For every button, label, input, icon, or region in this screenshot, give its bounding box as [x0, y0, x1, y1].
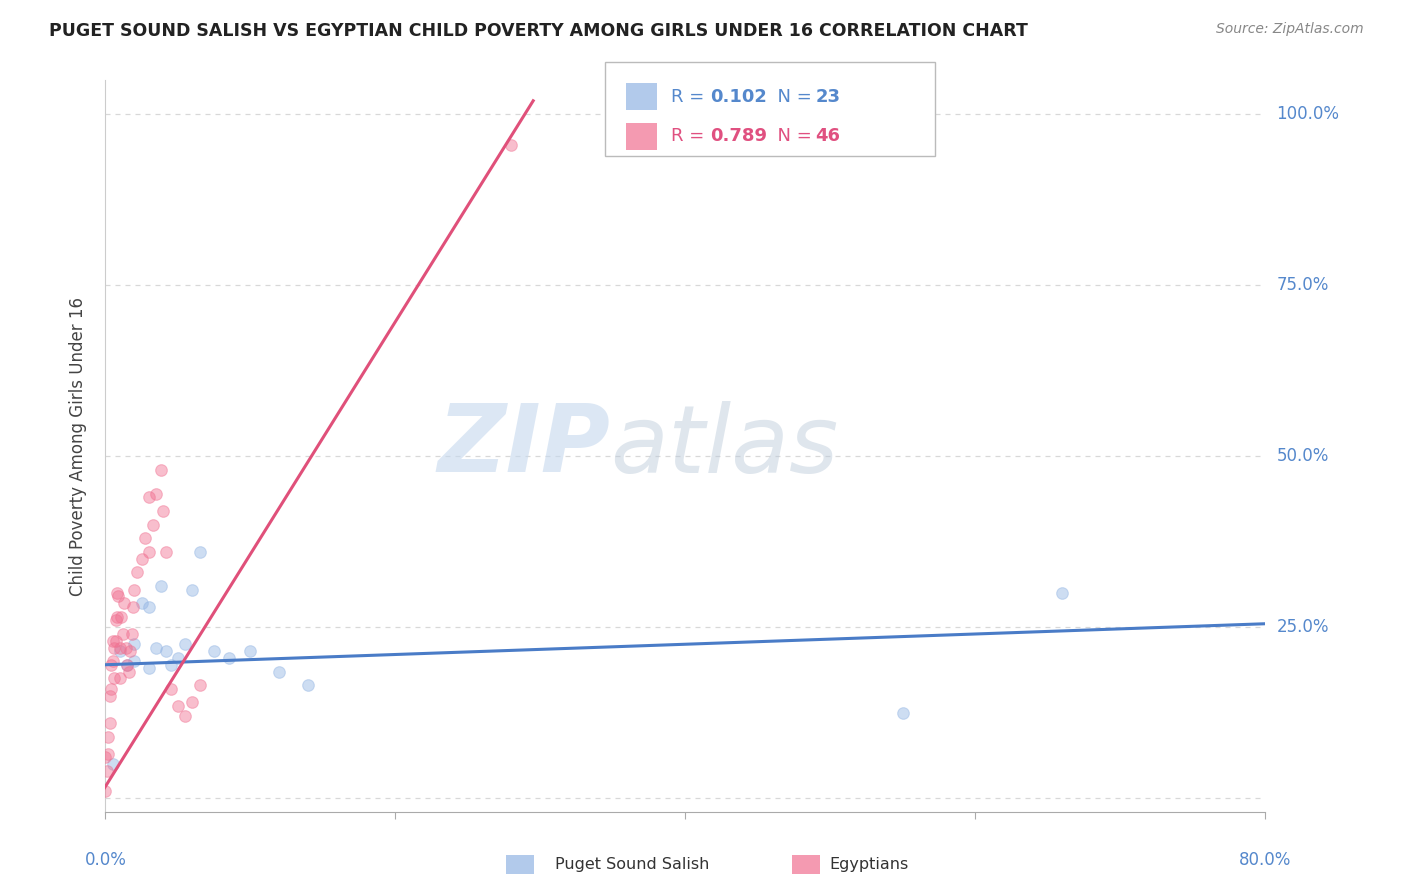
Point	[138, 599, 160, 614]
Point	[112, 596, 135, 610]
Point	[181, 582, 204, 597]
Point	[108, 644, 131, 658]
Point	[202, 644, 225, 658]
Point	[149, 579, 172, 593]
Point	[94, 784, 117, 798]
Point	[101, 633, 124, 648]
Point	[188, 678, 211, 692]
Text: 23: 23	[815, 87, 841, 105]
Text: PUGET SOUND SALISH VS EGYPTIAN CHILD POVERTY AMONG GIRLS UNDER 16 CORRELATION CH: PUGET SOUND SALISH VS EGYPTIAN CHILD POV…	[49, 22, 1028, 40]
Point	[124, 582, 146, 597]
Text: N =: N =	[766, 87, 818, 105]
Point	[159, 657, 181, 672]
Point	[101, 756, 124, 771]
Point	[97, 730, 120, 744]
Text: atlas: atlas	[610, 401, 838, 491]
Y-axis label: Child Poverty Among Girls Under 16: Child Poverty Among Girls Under 16	[69, 296, 87, 596]
Point	[174, 637, 197, 651]
Text: R =: R =	[671, 87, 710, 105]
Text: ZIP: ZIP	[437, 400, 610, 492]
Point	[138, 661, 160, 675]
Point	[121, 627, 143, 641]
Text: N =: N =	[766, 128, 818, 145]
Point	[104, 613, 127, 627]
Text: 0.102: 0.102	[710, 87, 766, 105]
Point	[155, 545, 177, 559]
Point	[145, 487, 167, 501]
Point	[97, 747, 120, 761]
Point	[239, 644, 262, 658]
Point	[167, 651, 190, 665]
Point	[1052, 586, 1074, 600]
Point	[131, 551, 153, 566]
Point	[131, 596, 153, 610]
Point	[110, 610, 132, 624]
Point	[155, 644, 177, 658]
Point	[218, 651, 240, 665]
Point	[118, 665, 141, 679]
Point	[108, 672, 131, 686]
Point	[100, 681, 122, 696]
Point	[149, 463, 172, 477]
Point	[127, 566, 149, 580]
Point	[107, 590, 129, 604]
Point	[103, 672, 125, 686]
Point	[114, 640, 136, 655]
Text: 25.0%: 25.0%	[1277, 618, 1329, 636]
Point	[96, 764, 118, 778]
Point	[122, 599, 145, 614]
Text: Source: ZipAtlas.com: Source: ZipAtlas.com	[1216, 22, 1364, 37]
Point	[94, 750, 117, 764]
Text: Egyptians: Egyptians	[830, 857, 908, 871]
Point	[145, 640, 167, 655]
Point	[98, 689, 121, 703]
Point	[159, 681, 181, 696]
Point	[152, 504, 174, 518]
Point	[98, 715, 121, 730]
Point	[100, 657, 122, 672]
Text: 50.0%: 50.0%	[1277, 447, 1329, 466]
Point	[115, 657, 138, 672]
Text: Puget Sound Salish: Puget Sound Salish	[555, 857, 710, 871]
Text: 75.0%: 75.0%	[1277, 277, 1329, 294]
Point	[115, 657, 138, 672]
Point	[501, 138, 523, 153]
Point	[105, 610, 128, 624]
Point	[142, 517, 165, 532]
Point	[104, 633, 127, 648]
Point	[108, 640, 131, 655]
Text: 46: 46	[815, 128, 841, 145]
Point	[138, 490, 160, 504]
Text: 80.0%: 80.0%	[1239, 851, 1292, 869]
Point	[105, 586, 128, 600]
Text: R =: R =	[671, 128, 710, 145]
Point	[188, 545, 211, 559]
Point	[120, 644, 142, 658]
Point	[103, 640, 125, 655]
Point	[174, 709, 197, 723]
Point	[111, 627, 134, 641]
Point	[181, 695, 204, 709]
Point	[269, 665, 291, 679]
Point	[134, 531, 156, 545]
Point	[891, 706, 914, 720]
Point	[124, 637, 146, 651]
Point	[101, 654, 124, 668]
Point	[167, 698, 190, 713]
Text: 100.0%: 100.0%	[1277, 105, 1340, 123]
Point	[124, 654, 146, 668]
Text: 0.789: 0.789	[710, 128, 768, 145]
Point	[138, 545, 160, 559]
Point	[297, 678, 319, 692]
Text: 0.0%: 0.0%	[84, 851, 127, 869]
